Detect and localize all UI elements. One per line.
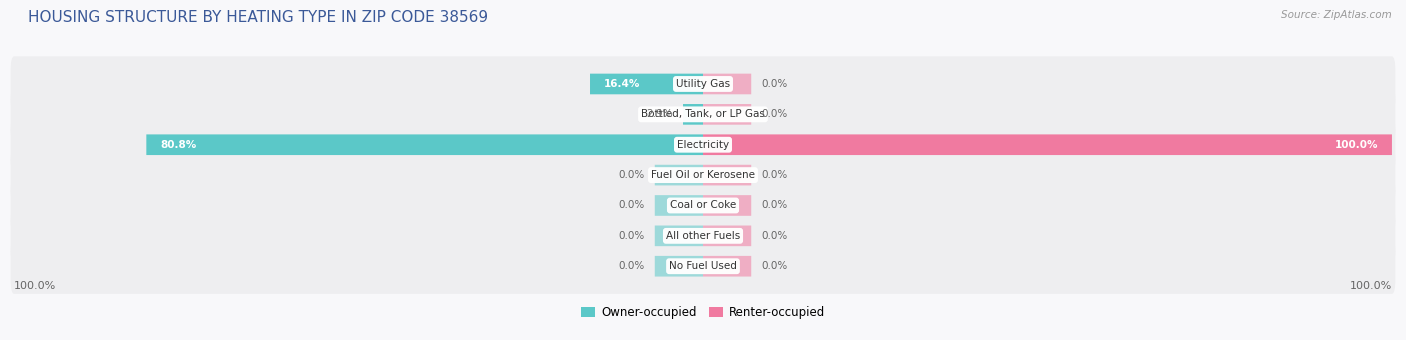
FancyBboxPatch shape <box>655 165 703 185</box>
FancyBboxPatch shape <box>703 104 751 125</box>
FancyBboxPatch shape <box>703 225 751 246</box>
Text: 0.0%: 0.0% <box>619 201 644 210</box>
Text: 16.4%: 16.4% <box>603 79 640 89</box>
Text: 100.0%: 100.0% <box>1334 140 1378 150</box>
FancyBboxPatch shape <box>11 148 1395 203</box>
Text: Source: ZipAtlas.com: Source: ZipAtlas.com <box>1281 10 1392 20</box>
FancyBboxPatch shape <box>703 165 751 185</box>
Text: 2.9%: 2.9% <box>647 109 672 119</box>
FancyBboxPatch shape <box>11 87 1395 142</box>
FancyBboxPatch shape <box>591 74 703 94</box>
Text: 0.0%: 0.0% <box>762 231 787 241</box>
Text: 0.0%: 0.0% <box>619 231 644 241</box>
FancyBboxPatch shape <box>655 195 703 216</box>
Text: 80.8%: 80.8% <box>160 140 197 150</box>
Text: 0.0%: 0.0% <box>619 261 644 271</box>
Text: Utility Gas: Utility Gas <box>676 79 730 89</box>
Text: All other Fuels: All other Fuels <box>666 231 740 241</box>
FancyBboxPatch shape <box>703 195 751 216</box>
Text: 0.0%: 0.0% <box>762 201 787 210</box>
Text: Coal or Coke: Coal or Coke <box>669 201 737 210</box>
Legend: Owner-occupied, Renter-occupied: Owner-occupied, Renter-occupied <box>576 302 830 324</box>
FancyBboxPatch shape <box>146 134 703 155</box>
Text: 100.0%: 100.0% <box>14 281 56 291</box>
FancyBboxPatch shape <box>11 239 1395 294</box>
Text: 0.0%: 0.0% <box>762 170 787 180</box>
FancyBboxPatch shape <box>11 117 1395 172</box>
FancyBboxPatch shape <box>703 134 1392 155</box>
Text: 0.0%: 0.0% <box>762 261 787 271</box>
FancyBboxPatch shape <box>11 208 1395 264</box>
Text: HOUSING STRUCTURE BY HEATING TYPE IN ZIP CODE 38569: HOUSING STRUCTURE BY HEATING TYPE IN ZIP… <box>28 10 488 25</box>
FancyBboxPatch shape <box>703 74 751 94</box>
FancyBboxPatch shape <box>703 256 751 276</box>
FancyBboxPatch shape <box>655 225 703 246</box>
Text: 0.0%: 0.0% <box>619 170 644 180</box>
Text: Bottled, Tank, or LP Gas: Bottled, Tank, or LP Gas <box>641 109 765 119</box>
FancyBboxPatch shape <box>11 56 1395 112</box>
Text: 0.0%: 0.0% <box>762 109 787 119</box>
Text: 0.0%: 0.0% <box>762 79 787 89</box>
Text: Electricity: Electricity <box>676 140 730 150</box>
FancyBboxPatch shape <box>655 256 703 276</box>
Text: Fuel Oil or Kerosene: Fuel Oil or Kerosene <box>651 170 755 180</box>
Text: 100.0%: 100.0% <box>1350 281 1392 291</box>
FancyBboxPatch shape <box>11 178 1395 233</box>
FancyBboxPatch shape <box>683 104 703 125</box>
Text: No Fuel Used: No Fuel Used <box>669 261 737 271</box>
